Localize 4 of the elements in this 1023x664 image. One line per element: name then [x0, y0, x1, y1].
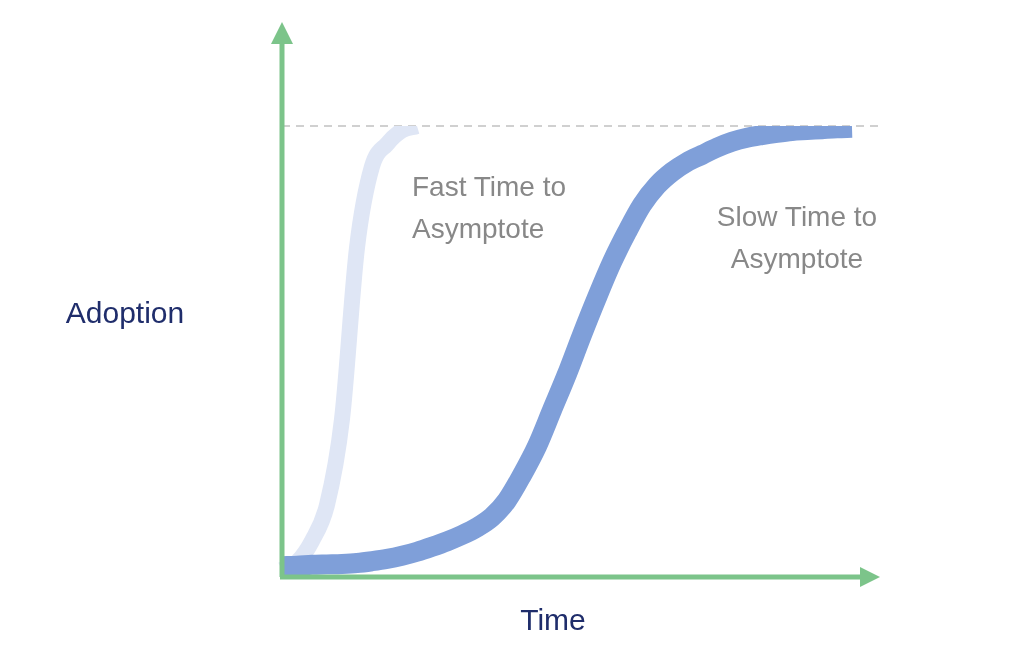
y-axis-title: Adoption: [65, 296, 185, 330]
series-label: Fast Time to Asymptote: [412, 170, 567, 244]
x-axis-title: Time: [520, 603, 586, 637]
series-label: Slow Time to Asymptote: [716, 200, 878, 274]
